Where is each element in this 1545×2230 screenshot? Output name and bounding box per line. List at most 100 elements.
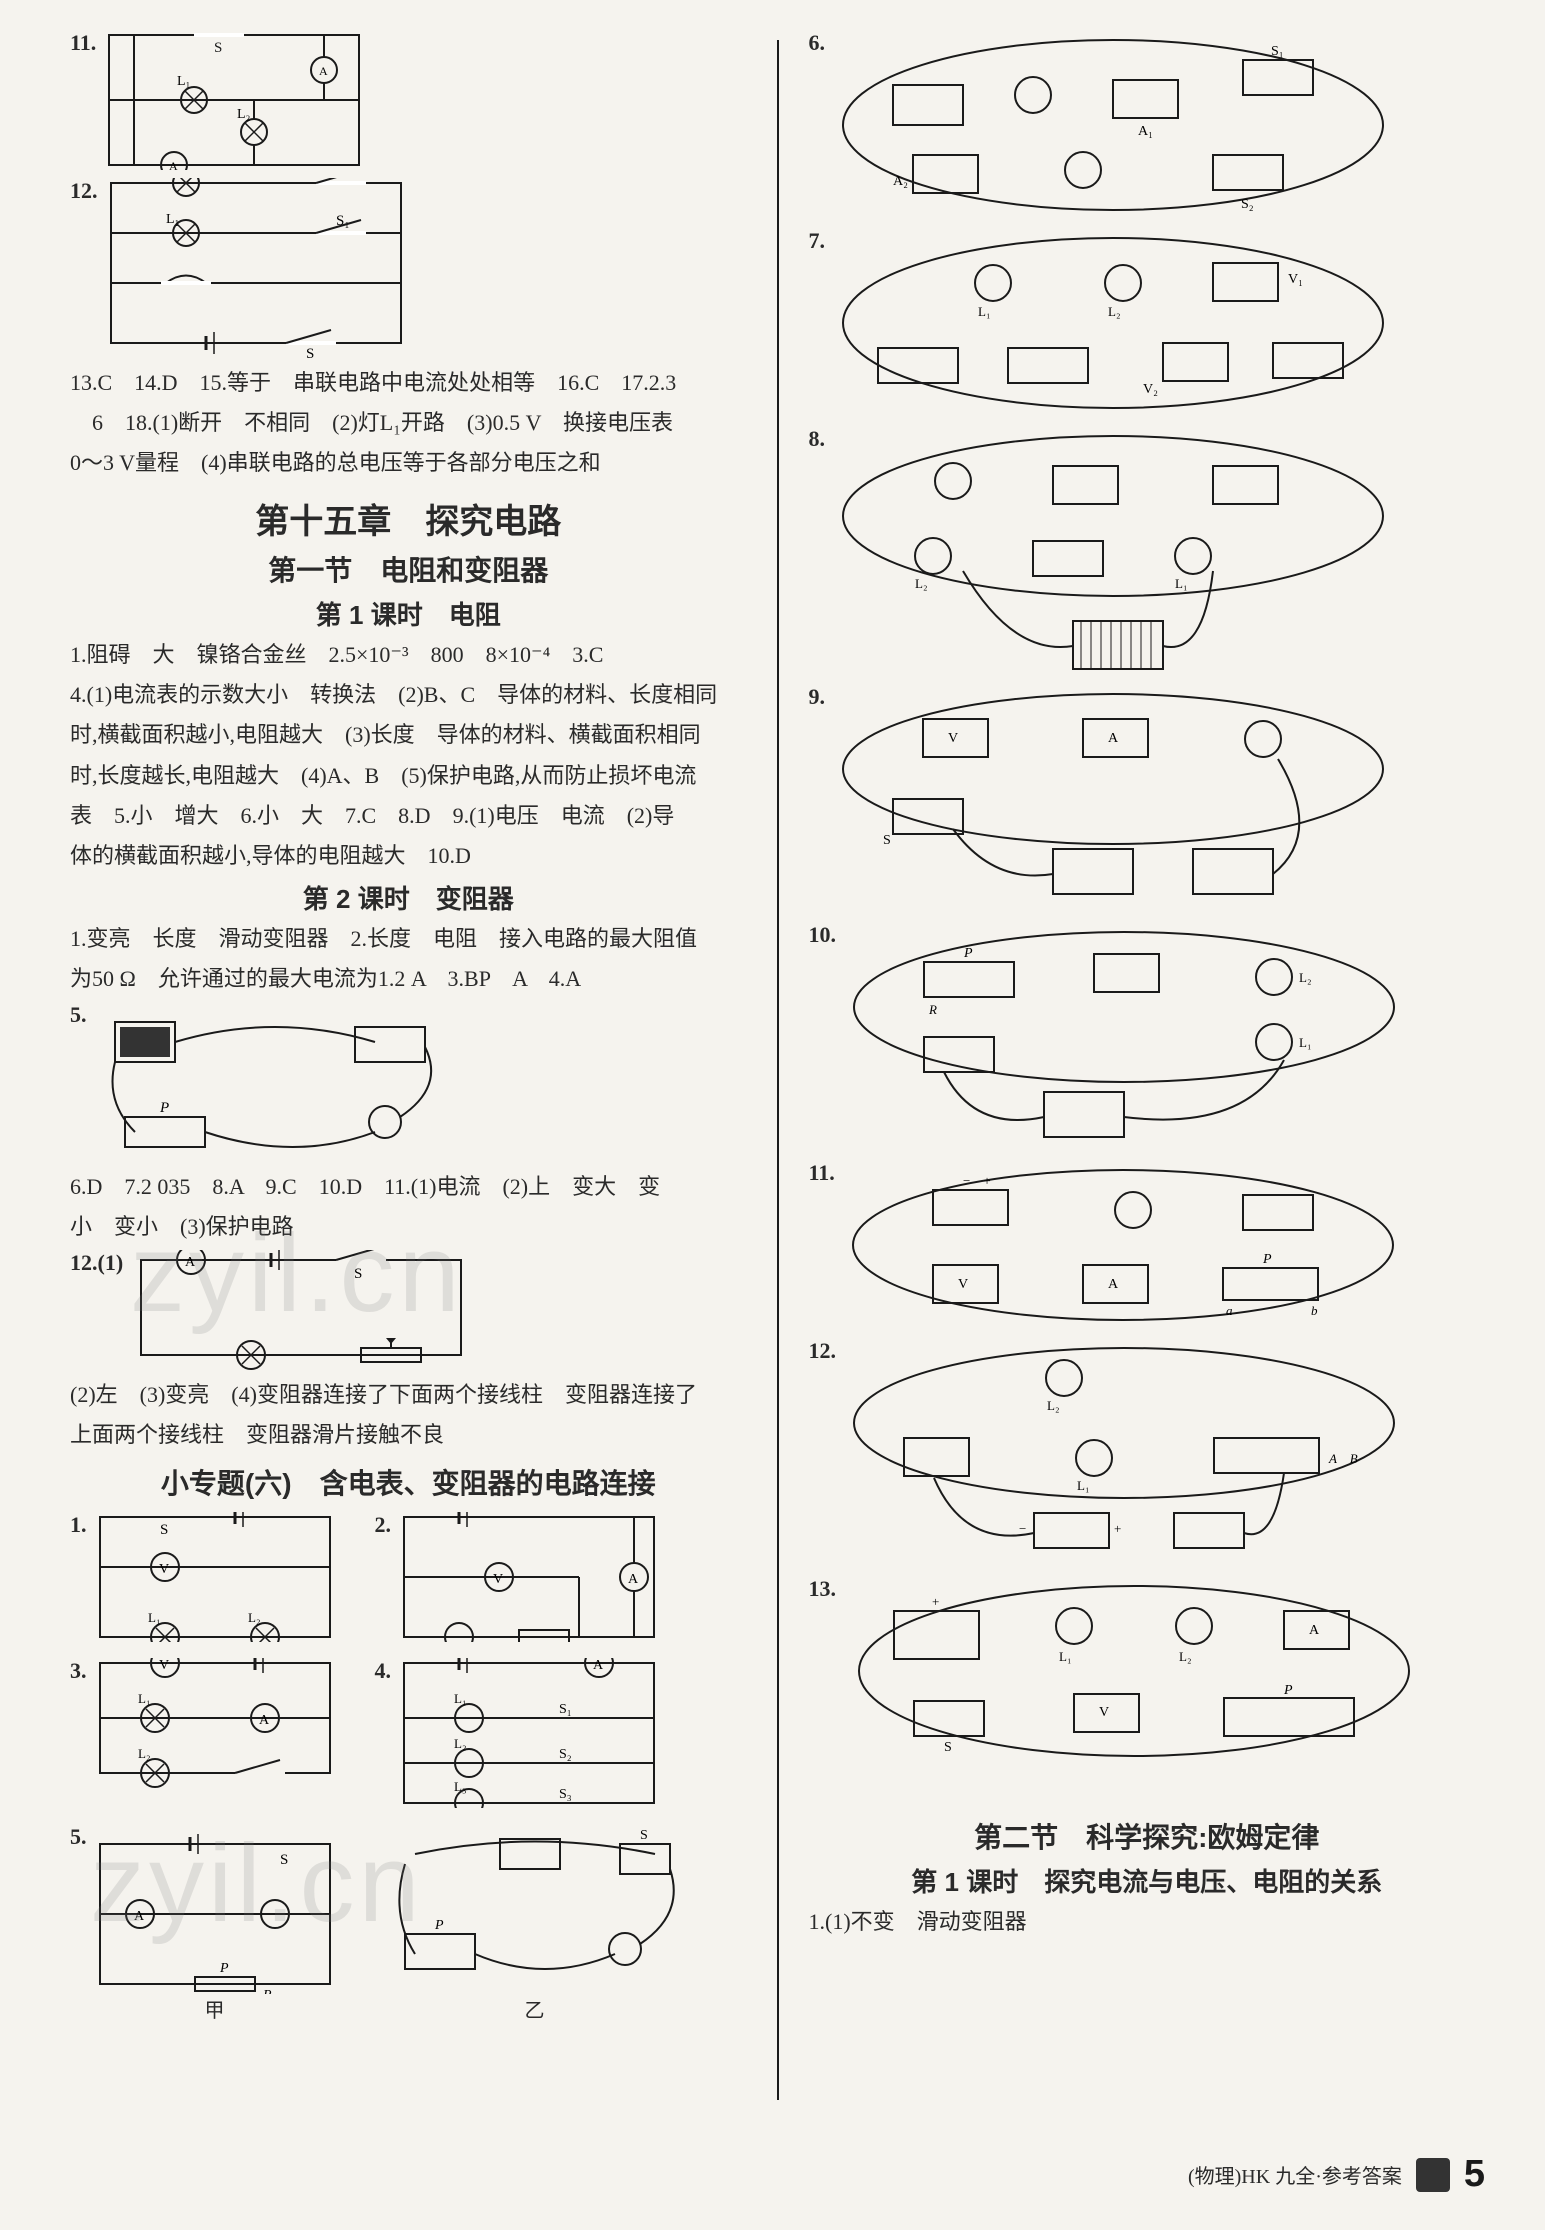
svg-text:A: A — [593, 1658, 604, 1673]
svg-text:S: S — [160, 1522, 168, 1538]
chapter-15-title: 第十五章 探究电路 — [70, 494, 747, 543]
lesson1-line3: 时,横截面积越小,电阻越大 (3)长度 导体的材料、横截面积相同 — [70, 718, 747, 752]
lesson-2-title: 第 2 课时 变阻器 — [70, 879, 747, 916]
sub-q1-row: 1. S V L₁ L₂ — [70, 1512, 335, 1642]
svg-text:S: S — [306, 346, 314, 358]
svg-text:L₂: L₂ — [248, 1610, 260, 1625]
svg-text:P: P — [963, 946, 973, 961]
svg-text:L₂: L₂ — [1108, 304, 1120, 319]
circuit-diagram-11: S L₁ A L₂ A — [104, 30, 364, 170]
svg-text:L₂: L₂ — [1179, 1649, 1191, 1664]
svg-text:A: A — [628, 1572, 639, 1587]
lesson2-line5: (2)左 (3)变亮 (4)变阻器连接了下面两个接线柱 变阻器连接了 — [70, 1378, 747, 1412]
circuit-r-9: V A S — [833, 684, 1393, 914]
svg-text:V: V — [1099, 1705, 1109, 1720]
svg-text:L₁: L₁ — [454, 1691, 466, 1706]
column-divider — [777, 40, 779, 2100]
r-q12-number: 12. — [809, 1338, 837, 1364]
svg-text:P: P — [1283, 1683, 1293, 1698]
circuit-sub-5b: S P — [385, 1824, 685, 1994]
svg-text:S: S — [280, 1852, 288, 1868]
lesson1-line1: 1.阻碍 大 镍铬合金丝 2.5×10⁻³ 800 8×10⁻⁴ 3.C — [70, 638, 747, 672]
svg-text:V: V — [159, 1658, 169, 1673]
svg-text:P: P — [219, 1961, 229, 1976]
r-q12-row: 12. L₂ L₁ A B − + — [809, 1338, 1486, 1568]
page-container: 11. S L₁ A L₂ — [70, 30, 1485, 2200]
lesson1-line2: 4.(1)电流表的示数大小 转换法 (2)B、C 导体的材料、长度相同 — [70, 678, 747, 712]
circuit-diagram-l2-12: A S — [131, 1250, 471, 1370]
svg-text:L₁: L₁ — [1077, 1478, 1089, 1493]
svg-text:A: A — [134, 1909, 145, 1924]
r-q11-number: 11. — [809, 1160, 835, 1186]
svg-text:V₂: V₂ — [1143, 382, 1158, 397]
svg-text:S: S — [640, 1828, 648, 1843]
r-q6-number: 6. — [809, 30, 826, 56]
svg-text:V: V — [493, 1572, 503, 1587]
svg-text:A: A — [169, 159, 178, 170]
svg-text:P: P — [1262, 1252, 1272, 1267]
lesson1-line6: 体的横截面积越小,导体的电阻越大 10.D — [70, 839, 747, 873]
left-column: 11. S L₁ A L₂ — [70, 30, 747, 2200]
r-q10-number: 10. — [809, 922, 837, 948]
section-1-title: 第一节 电阻和变阻器 — [70, 549, 747, 589]
svg-text:P: P — [159, 1100, 169, 1116]
q12-row: 12. L₂ S₂ L₁ S₁ S — [70, 178, 747, 358]
svg-text:+: + — [1114, 1521, 1121, 1536]
svg-text:L₂: L₂ — [138, 1746, 150, 1761]
svg-text:V: V — [159, 1562, 169, 1577]
svg-text:P: P — [434, 1918, 444, 1933]
svg-text:V: V — [958, 1277, 968, 1292]
circuit-diagram-l2-5: P — [95, 1002, 455, 1162]
svg-text:A: A — [1108, 731, 1119, 746]
svg-text:S₂: S₂ — [1241, 197, 1254, 212]
page-number: 5 — [1464, 2153, 1485, 2196]
r-q6-row: 6. A₁ S₁ A₂ S₂ — [809, 30, 1486, 220]
r-q11-row: 11. − + V A P a b — [809, 1160, 1486, 1330]
lesson2-q12-number: 12.(1) — [70, 1250, 123, 1276]
sub-q3-number: 3. — [70, 1658, 87, 1684]
svg-text:a: a — [1226, 1303, 1233, 1318]
svg-text:A: A — [259, 1713, 270, 1728]
svg-text:R: R — [928, 1002, 937, 1017]
svg-text:S: S — [354, 1266, 362, 1282]
svg-text:S₁: S₁ — [1271, 44, 1284, 59]
svg-text:L₁: L₁ — [978, 304, 990, 319]
svg-text:S: S — [214, 40, 222, 56]
svg-text:A: A — [1108, 1277, 1119, 1292]
svg-text:A: A — [1309, 1623, 1320, 1638]
r-q10-row: 10. P R L₂ L₁ — [809, 922, 1486, 1152]
r-q8-number: 8. — [809, 426, 826, 452]
svg-text:V: V — [948, 731, 958, 746]
label-yi: 乙 — [385, 1994, 685, 2023]
svg-text:S₃: S₃ — [559, 1787, 572, 1802]
svg-text:A: A — [185, 1255, 196, 1270]
svg-text:+: + — [932, 1594, 939, 1609]
label-jia: 甲 — [95, 1994, 335, 2023]
circuit-r-13: + L₁ L₂ A S V P — [844, 1576, 1424, 1796]
svg-text:b: b — [1311, 1303, 1318, 1318]
svg-text:L₁: L₁ — [166, 212, 179, 227]
r-q7-number: 7. — [809, 228, 826, 254]
svg-text:L₃: L₃ — [454, 1779, 466, 1794]
svg-text:R: R — [262, 1988, 272, 1994]
sub-q5-row: 5. S A P R 甲 — [70, 1824, 747, 2023]
r-q7-row: 7. L₁ L₂ V₁ V₂ — [809, 228, 1486, 418]
subtopic-row-2: 3. V L₁ A L₂ — [70, 1658, 747, 1816]
footer-icon — [1416, 2158, 1450, 2192]
right-column: 6. A₁ S₁ A₂ S₂ 7. L₁ — [809, 30, 1486, 2200]
lesson-3-title: 第 1 课时 探究电流与电压、电阻的关系 — [809, 1862, 1486, 1899]
lesson1-line4: 时,长度越长,电阻越大 (4)A、B (5)保护电路,从而防止损坏电流 — [70, 759, 747, 793]
svg-text:A B: A B — [1328, 1451, 1358, 1466]
svg-text:L₂: L₂ — [237, 107, 251, 122]
svg-text:S₂: S₂ — [559, 1747, 572, 1762]
svg-text:S₂: S₂ — [336, 178, 350, 179]
r-q8-row: 8. L₂ L₁ — [809, 426, 1486, 676]
circuit-diagram-12: L₂ S₂ L₁ S₁ S — [106, 178, 406, 358]
svg-text:A₂: A₂ — [893, 174, 908, 189]
svg-text:L₁: L₁ — [138, 1691, 150, 1706]
svg-text:L₁: L₁ — [1059, 1649, 1071, 1664]
circuit-sub-2: A V — [399, 1512, 659, 1642]
sub-q4-number: 4. — [375, 1658, 392, 1684]
sub-q2-number: 2. — [375, 1512, 392, 1538]
q11-number: 11. — [70, 30, 96, 56]
